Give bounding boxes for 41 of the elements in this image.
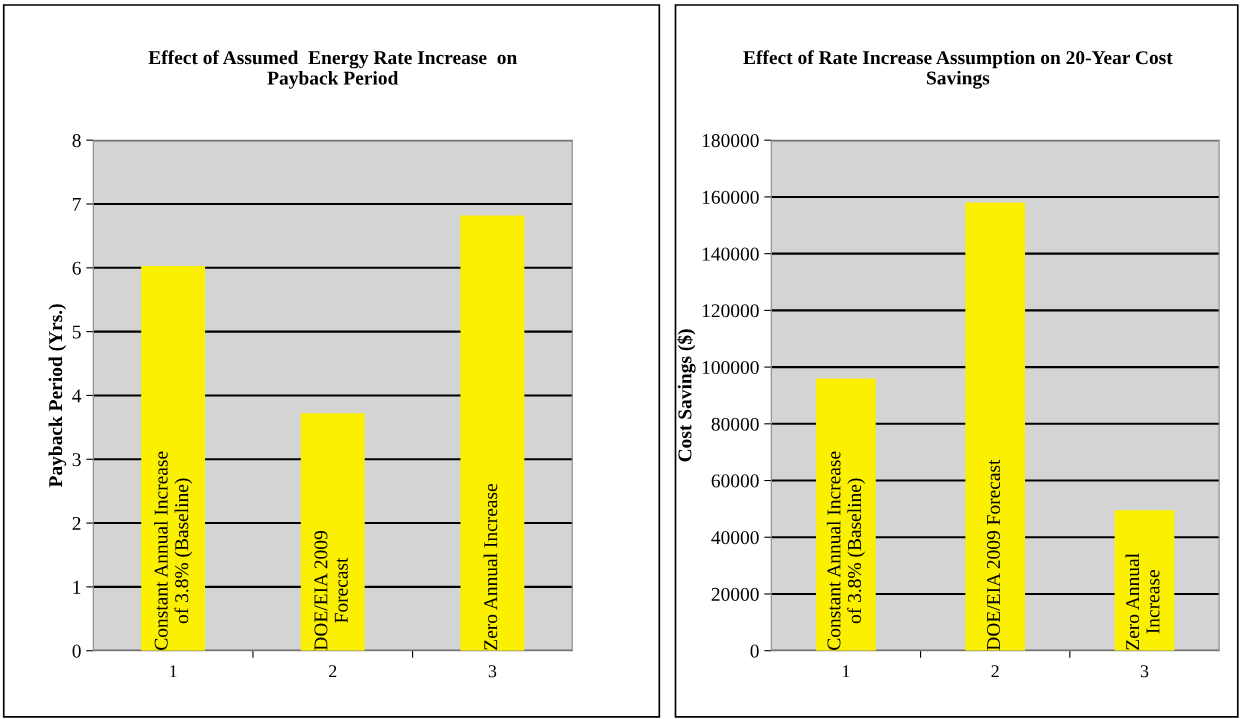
- bar: [141, 265, 206, 651]
- x-tick-label: 3: [1140, 665, 1149, 678]
- bar: [300, 413, 365, 651]
- y-axis-title: Cost Savings ($): [677, 329, 696, 462]
- annotation: Zero Annual Increase: [483, 484, 498, 650]
- y-tick-label: 20000: [711, 587, 759, 601]
- chart-title: Effect of Rate Increase Assumption on 20-Year Cost Savings: [743, 50, 1173, 89]
- y-tick-label: 60000: [711, 474, 759, 488]
- x-tick-label: 2: [329, 665, 337, 678]
- y-tick-label: 6: [72, 261, 81, 275]
- y-tick-label: 8: [72, 134, 81, 148]
- x-tick-label: 1: [842, 665, 850, 678]
- y-tick-label: 100000: [702, 360, 759, 375]
- bar: [460, 215, 525, 651]
- x-tick-label: 3: [488, 665, 497, 678]
- y-tick-label: 120000: [702, 304, 759, 318]
- y-tick-label: 3: [72, 453, 81, 467]
- y-tick-label: 5: [72, 325, 81, 339]
- y-tick-label: 0: [72, 644, 81, 658]
- annotation: DOE/EIA 2009 Forecast: [986, 459, 1001, 651]
- y-tick-label: 2: [72, 516, 81, 530]
- bar: [965, 202, 1026, 651]
- y-tick-label: 4: [72, 389, 82, 403]
- y-tick-label: 40000: [711, 531, 759, 545]
- x-tick-label: 2: [991, 665, 999, 678]
- annotation: DOE/EIA 2009 Forecast: [314, 531, 348, 651]
- annotation: Constant Annual Increase of 3.8% (Baseline): [826, 451, 866, 650]
- bar: [816, 378, 876, 651]
- y-axis-title: Payback Period (Yrs.): [48, 304, 67, 488]
- annotation: Zero Annual Increase: [1125, 553, 1160, 650]
- y-tick-label: 160000: [702, 190, 759, 204]
- y-tick-label: 7: [73, 198, 81, 211]
- x-tick-label: 1: [170, 665, 177, 678]
- y-tick-label: 180000: [702, 134, 759, 148]
- y-tick-label: 80000: [711, 417, 759, 431]
- y-tick-label: 1: [73, 580, 81, 594]
- y-tick-label: 0: [750, 644, 759, 658]
- annotation: Constant Annual Increase of 3.8% (Baseline): [154, 451, 193, 650]
- bar: [1114, 510, 1175, 651]
- y-tick-label: 140000: [702, 247, 759, 261]
- chart-title: Effect of Assumed Energy Rate Increase on Payback Period: [148, 50, 517, 89]
